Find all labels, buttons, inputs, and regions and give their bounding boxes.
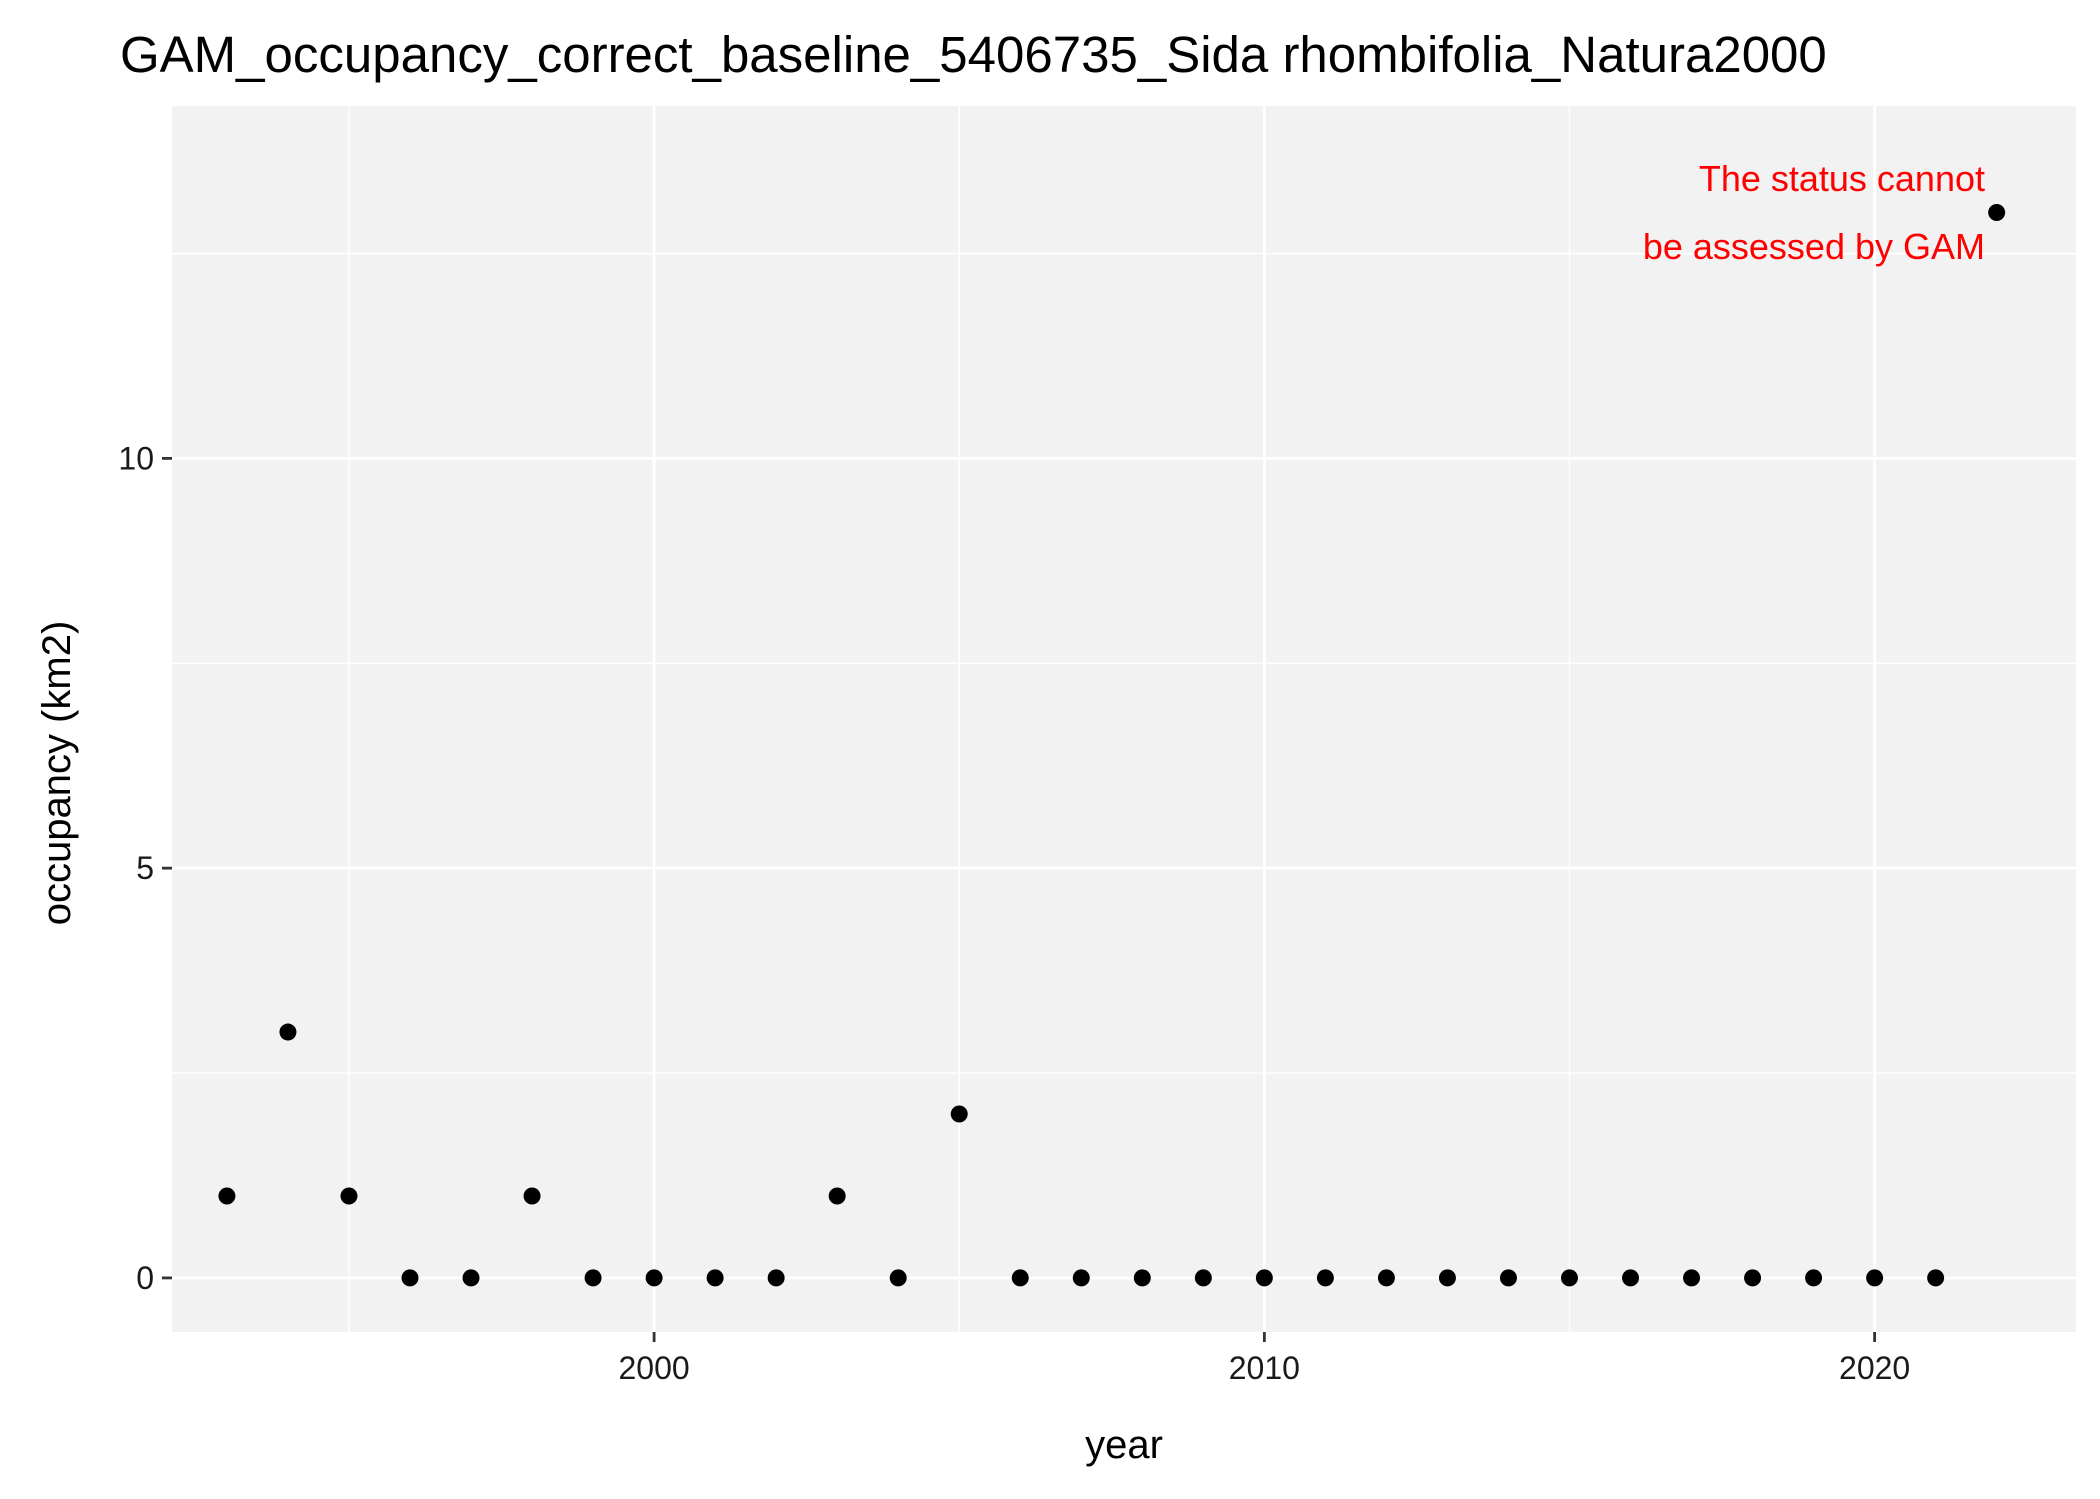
y-tick-label: 10: [118, 440, 154, 476]
data-point: [645, 1269, 663, 1287]
plot-panel: [172, 106, 2076, 1332]
annotation-line: be assessed by GAM: [1643, 226, 1985, 267]
data-point: [950, 1105, 968, 1123]
data-point: [1744, 1269, 1762, 1287]
data-point: [401, 1269, 419, 1287]
data-point: [767, 1269, 785, 1287]
x-tick-label: 2020: [1839, 1350, 1910, 1386]
annotation-line: The status cannot: [1699, 158, 1985, 199]
chart-title: GAM_occupancy_correct_baseline_5406735_S…: [120, 26, 1827, 83]
x-tick-label: 2010: [1229, 1350, 1300, 1386]
y-tick-label: 0: [136, 1260, 154, 1296]
data-point: [1377, 1269, 1395, 1287]
data-point: [828, 1187, 846, 1205]
data-point: [279, 1023, 297, 1041]
y-axis-title: occupancy (km2): [35, 621, 79, 926]
data-point: [1194, 1269, 1212, 1287]
minor-gridlines: [172, 106, 2076, 1332]
x-axis-title: year: [1085, 1423, 1163, 1467]
data-point: [462, 1269, 480, 1287]
status-annotation: The status cannot be assessed by GAM: [1643, 158, 1985, 267]
data-point: [340, 1187, 358, 1205]
data-point: [1011, 1269, 1029, 1287]
data-point: [1438, 1269, 1456, 1287]
x-axis: 2000 2010 2020: [619, 1332, 1910, 1386]
data-points: [218, 204, 2006, 1287]
data-point: [523, 1187, 541, 1205]
data-point: [1255, 1269, 1273, 1287]
data-point: [1805, 1269, 1823, 1287]
data-point: [1988, 204, 2006, 222]
y-tick-label: 5: [136, 850, 154, 886]
data-point: [706, 1269, 724, 1287]
y-axis: 0 5 10: [118, 440, 172, 1296]
data-point: [1316, 1269, 1334, 1287]
data-point: [1866, 1269, 1884, 1287]
data-point: [1622, 1269, 1640, 1287]
data-point: [1927, 1269, 1945, 1287]
data-point: [218, 1187, 236, 1205]
data-point: [1133, 1269, 1151, 1287]
data-point: [1499, 1269, 1517, 1287]
data-point: [889, 1269, 907, 1287]
data-point: [1560, 1269, 1578, 1287]
data-point: [584, 1269, 602, 1287]
data-point: [1683, 1269, 1701, 1287]
data-point: [1072, 1269, 1090, 1287]
x-tick-label: 2000: [619, 1350, 690, 1386]
